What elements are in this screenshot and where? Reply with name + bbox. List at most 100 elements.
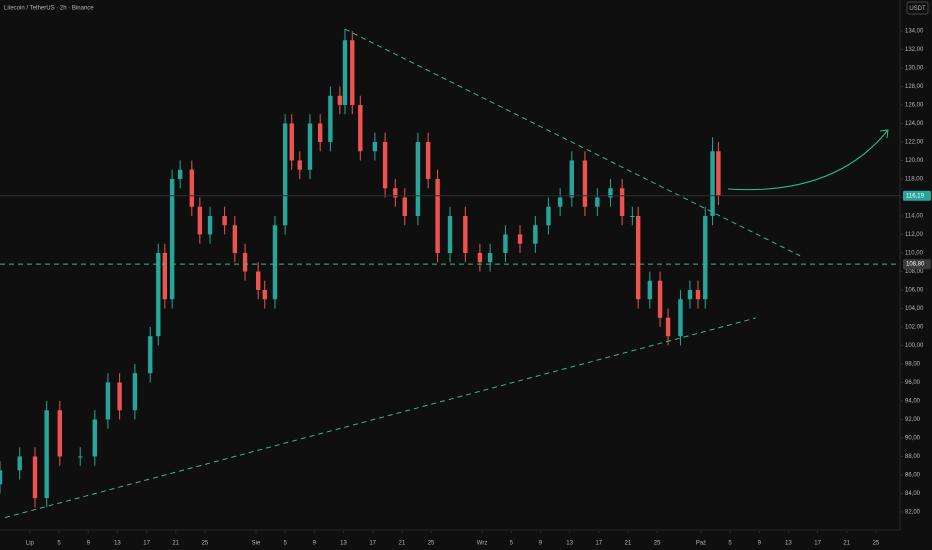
y-tick-label: 128,00	[905, 84, 924, 90]
candle-body	[162, 252, 168, 300]
x-tick-label: 13	[340, 541, 347, 547]
x-tick-label: 13	[566, 541, 573, 547]
x-tick-label: 25	[654, 541, 661, 547]
candle-body	[350, 40, 355, 105]
candle-body	[546, 206, 551, 226]
candle-body	[177, 169, 183, 179]
chart-title: Litecoin / TetherUS · 2h · Binance	[4, 6, 94, 12]
y-tick-label: 130,00	[905, 66, 924, 72]
x-tick-label: 13	[114, 541, 121, 547]
candle-body	[262, 289, 267, 300]
x-tick-label: 9	[758, 541, 762, 547]
candle-body	[608, 188, 613, 198]
candle-body	[665, 317, 671, 337]
y-tick-label: 94,00	[905, 399, 921, 405]
candle-body	[582, 160, 588, 207]
candle-body	[242, 252, 248, 272]
y-tick-label: 98,00	[905, 362, 921, 368]
candle-body	[503, 234, 508, 253]
currency[interactable]: USDT	[909, 6, 926, 12]
y-tick-label: 92,00	[905, 417, 921, 423]
currency-box[interactable]	[906, 1, 929, 15]
candle-body	[132, 373, 138, 411]
candle-body	[657, 280, 663, 318]
y-tick-label: 134,00	[905, 29, 924, 35]
x-tick-label: Sie	[252, 541, 261, 547]
candle-body	[635, 215, 641, 300]
trend-line	[344, 28, 801, 257]
candle-body	[678, 299, 683, 337]
y-tick-label: 132,00	[905, 47, 924, 53]
x-tick-label: 21	[399, 541, 406, 547]
projection-curve	[727, 129, 889, 191]
candle-body	[17, 456, 22, 471]
x-tick-label: 5	[283, 541, 287, 547]
price-label-box	[903, 190, 931, 201]
y-tick-label: 108,00	[905, 269, 924, 275]
candle-body	[105, 382, 111, 420]
candle-body	[148, 336, 153, 374]
candle-body	[342, 40, 348, 105]
y-tick-label: 96,00	[905, 380, 921, 386]
arrow-head	[879, 129, 889, 139]
candle-body	[197, 206, 203, 235]
x-tick-label: Lip	[26, 541, 35, 547]
candle-body	[222, 215, 227, 226]
candle-body	[289, 123, 294, 161]
candle-body	[533, 225, 538, 244]
candle-body	[447, 215, 453, 253]
x-tick-label: 25	[428, 541, 435, 547]
candle-body	[78, 456, 83, 458]
x-tick-label: 25	[202, 541, 209, 547]
projection-arrow	[727, 129, 889, 191]
y-tick-label: 110,00	[905, 251, 924, 257]
candle-body	[487, 252, 493, 263]
y-tick-label: 120,00	[905, 158, 924, 164]
y-tick-label: 106,00	[905, 288, 924, 294]
candle-body	[517, 234, 523, 244]
x-tick-label: 13	[785, 541, 792, 547]
candle-body	[57, 410, 63, 457]
y-tick-label: 112,00	[905, 232, 924, 238]
candle-body	[358, 104, 363, 152]
x-tick-label: 25	[873, 541, 880, 547]
x-tick-label: 17	[595, 541, 602, 547]
y-tick-label: 104,00	[905, 306, 924, 312]
x-tick-label: 17	[369, 541, 376, 547]
x-tick-label: 21	[625, 541, 632, 547]
x-tick-label: 9	[87, 541, 91, 547]
y-tick-label: 86,00	[905, 473, 921, 479]
candle-body	[156, 252, 161, 337]
x-tick-label: 17	[814, 541, 821, 547]
candle-body	[595, 197, 600, 207]
candle-body	[117, 382, 122, 411]
trend-line	[4, 317, 756, 518]
candle-body	[272, 225, 278, 300]
candle-body	[92, 419, 98, 457]
candle-body	[569, 160, 574, 198]
x-tick-label: 17	[143, 541, 150, 547]
plot-area	[0, 28, 900, 518]
x-tick-label: 5	[510, 541, 514, 547]
x-tick-label: Wrz	[477, 541, 488, 547]
y-tick-label: 124,00	[905, 121, 924, 127]
candle-body	[32, 456, 38, 499]
x-tick-label: 5	[57, 541, 61, 547]
y-tick-label: 84,00	[905, 491, 921, 497]
price-label-box	[903, 259, 931, 270]
candle-body	[282, 123, 288, 226]
candle-body	[425, 141, 431, 179]
y-tick-label: 82,00	[905, 510, 921, 516]
candle-body	[703, 215, 708, 300]
candle-body	[189, 169, 195, 207]
price-label: 108,80	[906, 262, 925, 268]
candle-body	[372, 141, 378, 152]
x-tick-label: 5	[728, 541, 732, 547]
candle-body	[477, 252, 483, 263]
y-tick-label: 100,00	[905, 343, 924, 349]
candle-body	[0, 470, 3, 485]
candle-body	[619, 188, 625, 216]
